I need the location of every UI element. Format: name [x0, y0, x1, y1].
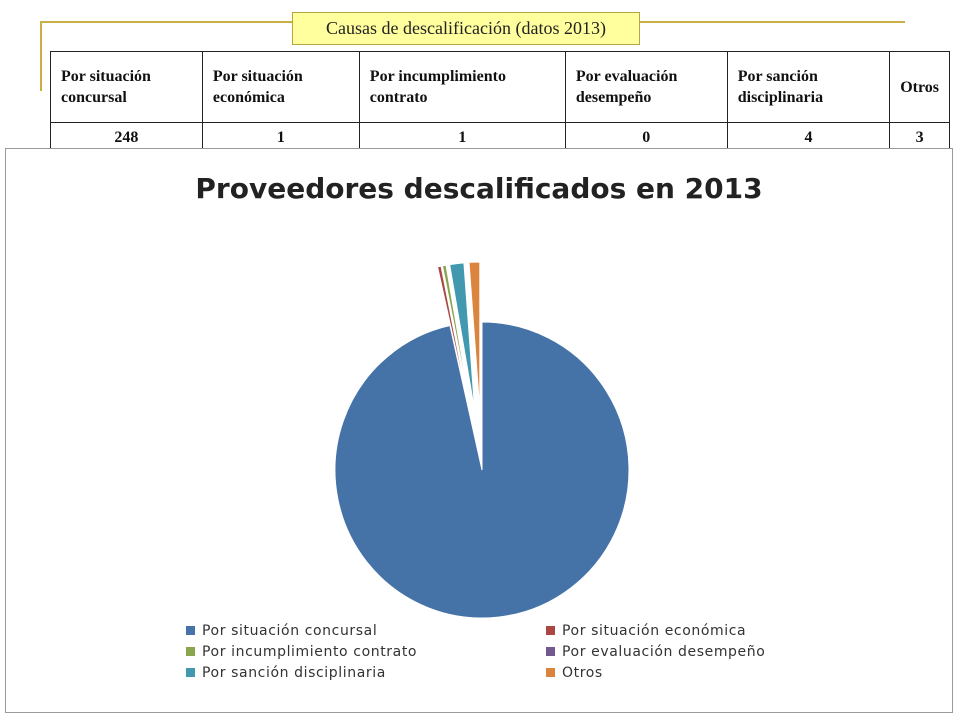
legend-label: Por incumplimiento contrato [202, 644, 417, 660]
pie-chart-frame: Proveedores descalificados en 2013 Por s… [5, 148, 953, 713]
legend-swatch [186, 668, 195, 677]
chart-title: Proveedores descalificados en 2013 [195, 172, 762, 205]
legend-swatch [186, 647, 195, 656]
pie-chart: Proveedores descalificados en 2013 Por s… [186, 172, 765, 681]
pie-slice [468, 261, 481, 411]
table-header-cell: Por incumplimiento contrato [358, 51, 566, 123]
legend-label: Otros [562, 665, 603, 681]
legend-swatch [186, 626, 195, 635]
legend-swatch [546, 626, 555, 635]
legend-label: Por situación económica [562, 623, 746, 639]
disqualification-table: Por situación concursal Por situación ec… [50, 51, 950, 153]
table-header-cell: Por situación concursal [50, 51, 203, 123]
table-cell: 1 [358, 122, 566, 153]
pie-slice [441, 264, 472, 412]
pie-slice [334, 321, 630, 619]
chart-legend: Por situación concursal Por situación eco… [186, 623, 765, 681]
table-header-row: Por situación concursal Por situación ec… [50, 51, 950, 123]
legend-label: Por evaluación desempeño [562, 644, 765, 660]
table-header-cell: Por situación económica [201, 51, 360, 123]
decorative-left-rule [40, 21, 42, 91]
banner-title: Causas de descalificación (datos 2013) [292, 12, 640, 45]
legend-swatch [546, 668, 555, 677]
table-cell: 1 [201, 122, 360, 153]
pie-slices [334, 261, 630, 619]
table-row: 248 1 1 0 4 3 [50, 122, 950, 153]
table-header-cell: Por evaluación desempeño [564, 51, 728, 123]
legend-label: Por sanción disciplinaria [202, 665, 386, 681]
table-cell: 3 [889, 122, 950, 153]
pie-slice [436, 265, 471, 412]
table-cell: 248 [50, 122, 203, 153]
table-header-cell: Por sanción disciplinaria [726, 51, 891, 123]
legend-swatch [546, 647, 555, 656]
legend-label: Por situación concursal [202, 623, 377, 639]
pie-slice [449, 262, 476, 411]
table-header-cell: Otros [889, 51, 950, 123]
